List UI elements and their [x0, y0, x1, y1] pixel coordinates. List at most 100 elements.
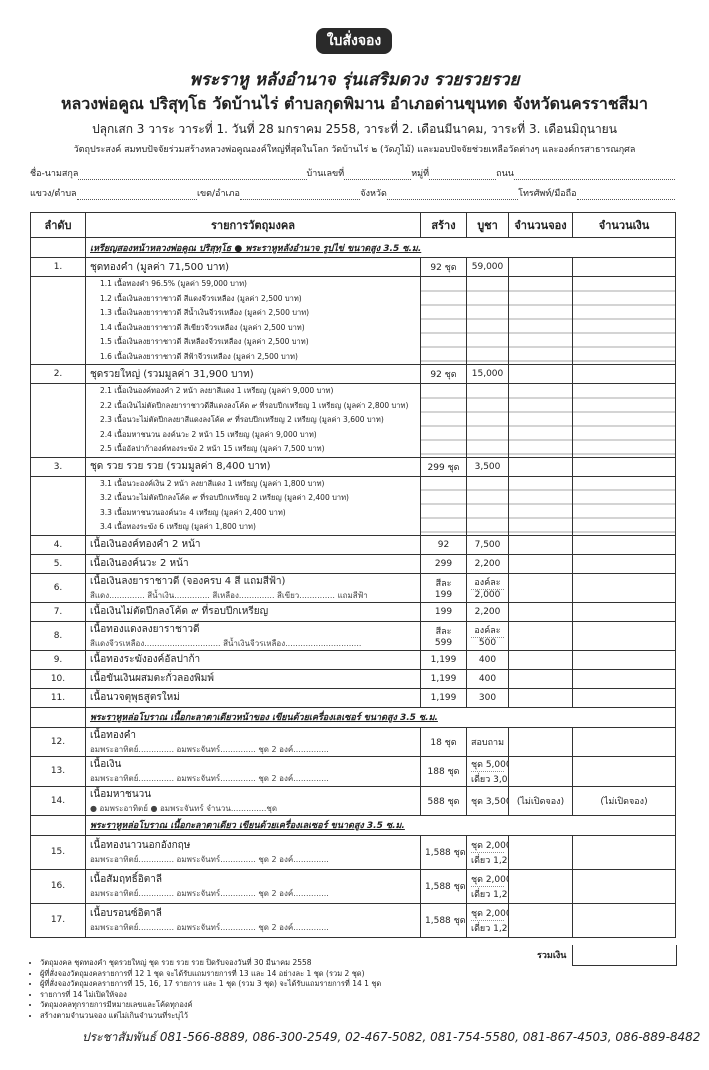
note: ผู้ที่สั่งจองวัตถุมงคลรายการที่ 15, 16, …: [40, 979, 381, 990]
table-row: 17. เนื้อบรอนซ์อิตาลี อมพระอาทิตย์........…: [30, 902, 676, 938]
item-name: เนื้อทองแดงลงยาราชาวดี: [90, 623, 200, 635]
made-value: 92: [437, 539, 450, 550]
blank-cell: [508, 276, 573, 365]
column-header: จำนวนเงิน: [572, 212, 676, 238]
price-value: เดี่ยว 1,200: [471, 923, 508, 934]
badge: ใบสั่งจอง: [316, 28, 392, 54]
made-value: 188 ชุด: [427, 767, 460, 777]
row-number: 7.: [30, 601, 86, 622]
reserve-count: [508, 649, 573, 670]
made-count: สีละ 199: [420, 572, 467, 603]
item-name: เนื้อทองระฆังองค์อัลปาก้า: [90, 654, 201, 665]
item: เนื้อมหาชนวน ● อมพระอาทิตย์ ● อมพระจันทร์…: [85, 785, 421, 816]
item: ชุด รวย รวย รวย (รวมมูลค่า 8,400 บาท): [85, 456, 421, 477]
table-row: 15. เนื้อทองนาวนอกอังกฤษ อมพระอาทิตย์.....…: [30, 834, 676, 870]
item-detail: อมพระอาทิตย์.............. อมพระจันทร์..…: [90, 855, 329, 864]
row-number: 13.: [30, 755, 86, 787]
form-field: [386, 189, 519, 200]
row-number: [30, 383, 86, 458]
sub-item: 3.4 เนื้อทองระฆัง 6 เหรียญ (มูลค่า 1,800…: [100, 522, 256, 531]
item-name: เนื้อสัมฤทธิ์อิตาลี: [90, 874, 162, 885]
item-name: ชุดรวยใหญ่ (รวมมูลค่า 31,900 บาท): [90, 368, 254, 380]
sub-items: 3.1 เนื้อนวะองค์เงิน 2 หน้า ลงยาสีแดง 1 …: [85, 475, 421, 536]
blank-cell: [420, 475, 467, 536]
made-value: 588 ชุด: [427, 796, 460, 807]
table-row: 7. เนื้อเงินไม่ตัดปีกลงโค้ด ๙ ที่รอบปีกเห…: [30, 601, 676, 622]
item-name: เนื้อมหาชนวน: [90, 788, 152, 800]
price: 3,500: [466, 456, 509, 477]
item: เนื้อเงินไม่ตัดปีกลงโค้ด ๙ ที่รอบปีกเหรี…: [85, 601, 421, 622]
title: พระราหู หลังอำนาจ รุ่นเสริมดวง รวยรวยรวย: [189, 70, 520, 90]
column-header: จำนวนจอง: [508, 212, 573, 238]
sub-items: 2.1 เนื้อเงินองค์ทองคำ 2 หน้า ลงยาสีแดง …: [85, 383, 421, 458]
form-label: ชื่อ-นามสกุล: [30, 169, 79, 179]
sub-item: 2.3 เนื้อนวะไม่ตัดปีกลงยาสีแดงลงโค้ด ๙ ท…: [100, 415, 384, 424]
row-number: 3.: [30, 456, 86, 477]
made-count: 1,199: [420, 668, 467, 689]
price: 7,500: [466, 534, 509, 555]
row-number: 17.: [30, 902, 86, 938]
price-value: 400: [478, 654, 497, 665]
table-row: 1.1 เนื้อทองคำ 96.5% (มูลค่า 59,000 บาท)…: [30, 276, 676, 365]
price: ชุด 2,000 เดี่ยว 1,200: [466, 834, 509, 870]
made-count: 92 ชุด: [420, 257, 467, 277]
reserve-count: [508, 620, 573, 651]
price-value: 15,000: [471, 369, 504, 379]
price: 2,200: [466, 553, 509, 574]
price-value: 2,000: [474, 590, 501, 600]
table-row: 12. เนื้อทองคำ อมพระอาทิตย์.............. …: [30, 726, 676, 757]
item: เนื้อสัมฤทธิ์อิตาลี อมพระอาทิตย์.........…: [85, 868, 421, 904]
table-row: 11. เนื้อนวจตุพุธสูตรใหม่ 1,199 300: [30, 687, 676, 708]
row-number: 16.: [30, 868, 86, 904]
item: ชุดรวยใหญ่ (รวมมูลค่า 31,900 บาท): [85, 364, 421, 384]
made-count: 18 ชุด: [420, 726, 467, 757]
table-row: 5. เนื้อเงินองค์นวะ 2 หน้า 299 2,200: [30, 553, 676, 574]
price-value: 59,000: [471, 262, 504, 272]
reserve-count: [508, 687, 573, 708]
blank-cell: [420, 276, 467, 365]
row-number: 9.: [30, 649, 86, 670]
amount: [572, 534, 676, 555]
item-name: เนื้อเงินองค์ทองคำ 2 หน้า: [90, 539, 201, 550]
section-title: พระราหูหล่อโบราณ เนื้อกะลาตาเดียวหน้าของ…: [85, 706, 676, 728]
section-title: เหรียญสองหน้าหลวงพ่อคูณ ปริสุทฺโธ ● พระร…: [85, 237, 676, 258]
item-detail: สีแดงจีวรเหลือง.........................…: [90, 638, 362, 648]
price: ชุด 2,000 เดี่ยว 1,200: [466, 902, 509, 938]
table-row: 14. เนื้อมหาชนวน ● อมพระอาทิตย์ ● อมพระจัน…: [30, 785, 676, 816]
form-label: ถนน: [496, 169, 514, 179]
item-detail: อมพระอาทิตย์.............. อมพระจันทร์..…: [90, 744, 329, 754]
form-field: [513, 169, 675, 180]
row-number: 10.: [30, 668, 86, 689]
reserve-count: [508, 364, 573, 384]
item: เนื้อขันเงินผสมตะกั่วลองพิมพ์: [85, 668, 421, 689]
table-row: 2. ชุดรวยใหญ่ (รวมมูลค่า 31,900 บาท) 92 ชุ…: [30, 364, 676, 384]
table-row: 4. เนื้อเงินองค์ทองคำ 2 หน้า 92 7,500: [30, 534, 676, 555]
item-detail: อมพระอาทิตย์.............. อมพระจันทร์..…: [90, 774, 329, 783]
amount: [572, 726, 676, 757]
blank-cell: [420, 383, 467, 458]
price: 15,000: [466, 364, 509, 384]
sub-item: 1.4 เนื้อเงินลงยาราชาวดี สีเขียวจีวรเหลื…: [100, 322, 305, 332]
sub-item: 2.4 เนื้อมหาชนวน องค์นวะ 2 หน้า 15 เหรีย…: [100, 429, 317, 439]
item: เนื้อทองแดงลงยาราชาวดีสีแดงจีวรเหลือง...…: [85, 620, 421, 651]
sub-item: 3.1 เนื้อนวะองค์เงิน 2 หน้า ลงยาสีแดง 1 …: [100, 478, 325, 488]
reserve-count: [508, 902, 573, 938]
table-row: 13. เนื้อเงิน อมพระอาทิตย์.............. อ…: [30, 755, 676, 787]
row-number: [30, 814, 86, 836]
blank-cell: [466, 383, 509, 458]
reserve-count: [508, 257, 573, 277]
sub-item: 3.3 เนื้อมหาชนวนองค์นวะ 4 เหรียญ (มูลค่า…: [100, 507, 286, 517]
price-value: ชุด 2,000: [471, 872, 508, 887]
made-count: 588 ชุด: [420, 785, 467, 816]
made-count: 299 ชุด: [420, 456, 467, 477]
item: เนื้อทองคำ อมพระอาทิตย์.............. อมพ…: [85, 726, 421, 757]
reserve-count: (ไม่เปิดจอง): [508, 785, 573, 816]
reserve-count: [508, 553, 573, 574]
blank-cell: [572, 276, 676, 365]
reserve-count: [508, 755, 573, 787]
row-number: 6.: [30, 572, 86, 603]
made-count: 1,588 ชุด: [420, 902, 467, 938]
amount: [572, 620, 676, 651]
item-name: เนื้อเงินลงยาราชาวดี (จองครบ 4 สี แถมสีฟ…: [90, 575, 286, 587]
amount: [572, 649, 676, 670]
